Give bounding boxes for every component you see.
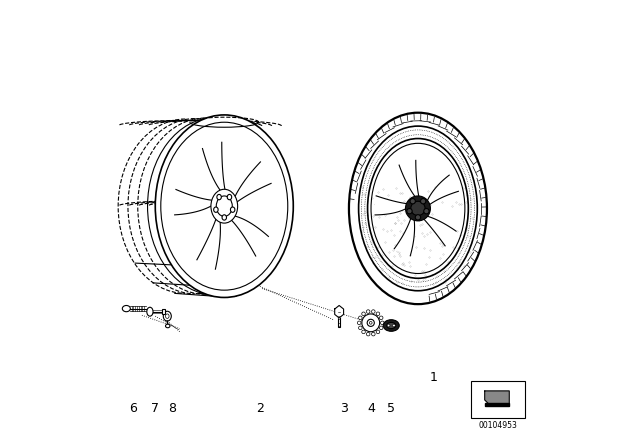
Polygon shape xyxy=(484,391,509,404)
Polygon shape xyxy=(399,160,419,199)
Ellipse shape xyxy=(358,326,362,330)
Ellipse shape xyxy=(367,319,374,327)
Text: 2: 2 xyxy=(256,402,264,415)
Text: 8: 8 xyxy=(168,402,176,415)
Ellipse shape xyxy=(380,316,383,319)
Ellipse shape xyxy=(366,332,370,336)
Ellipse shape xyxy=(362,330,365,334)
Ellipse shape xyxy=(357,321,361,325)
Polygon shape xyxy=(233,162,271,204)
FancyBboxPatch shape xyxy=(338,310,340,327)
Ellipse shape xyxy=(362,312,365,315)
Ellipse shape xyxy=(156,115,293,297)
Ellipse shape xyxy=(211,189,237,223)
Text: 5: 5 xyxy=(387,402,396,415)
Ellipse shape xyxy=(166,314,169,319)
Text: 7: 7 xyxy=(151,402,159,415)
Text: 1: 1 xyxy=(429,371,438,384)
Ellipse shape xyxy=(217,194,221,200)
Polygon shape xyxy=(335,306,344,318)
Polygon shape xyxy=(484,404,509,406)
Ellipse shape xyxy=(147,307,153,316)
Text: 6: 6 xyxy=(129,402,137,415)
Ellipse shape xyxy=(406,196,431,221)
Ellipse shape xyxy=(371,143,465,274)
Ellipse shape xyxy=(387,323,396,329)
Ellipse shape xyxy=(214,207,218,212)
Ellipse shape xyxy=(380,326,383,330)
Polygon shape xyxy=(422,215,456,246)
Text: 00104953: 00104953 xyxy=(479,421,518,430)
Ellipse shape xyxy=(372,332,375,336)
Ellipse shape xyxy=(411,201,425,215)
Ellipse shape xyxy=(166,324,170,328)
Ellipse shape xyxy=(358,126,477,291)
Polygon shape xyxy=(375,196,410,215)
Ellipse shape xyxy=(230,207,235,212)
Ellipse shape xyxy=(222,215,227,220)
Ellipse shape xyxy=(372,310,375,313)
Ellipse shape xyxy=(420,198,426,204)
Ellipse shape xyxy=(366,310,370,313)
Ellipse shape xyxy=(376,312,380,315)
Text: 4: 4 xyxy=(367,402,375,415)
Ellipse shape xyxy=(424,208,429,214)
Ellipse shape xyxy=(122,306,131,312)
Ellipse shape xyxy=(383,320,399,332)
Ellipse shape xyxy=(227,194,232,200)
Polygon shape xyxy=(394,215,415,256)
Ellipse shape xyxy=(163,311,172,321)
Polygon shape xyxy=(229,215,268,256)
Ellipse shape xyxy=(376,330,380,334)
Ellipse shape xyxy=(349,113,487,304)
Ellipse shape xyxy=(362,314,380,332)
Text: 3: 3 xyxy=(340,402,348,415)
Ellipse shape xyxy=(367,138,468,278)
Ellipse shape xyxy=(161,122,288,290)
Bar xyxy=(472,381,525,418)
Ellipse shape xyxy=(415,215,420,220)
Ellipse shape xyxy=(392,324,396,327)
FancyBboxPatch shape xyxy=(161,309,165,314)
Ellipse shape xyxy=(358,316,362,319)
Polygon shape xyxy=(175,190,215,215)
Polygon shape xyxy=(426,175,458,207)
Ellipse shape xyxy=(410,198,415,204)
Ellipse shape xyxy=(369,322,372,324)
Ellipse shape xyxy=(387,324,390,327)
Polygon shape xyxy=(202,142,226,194)
Ellipse shape xyxy=(407,208,412,214)
Ellipse shape xyxy=(381,321,384,325)
Ellipse shape xyxy=(216,196,232,216)
Polygon shape xyxy=(197,215,220,269)
